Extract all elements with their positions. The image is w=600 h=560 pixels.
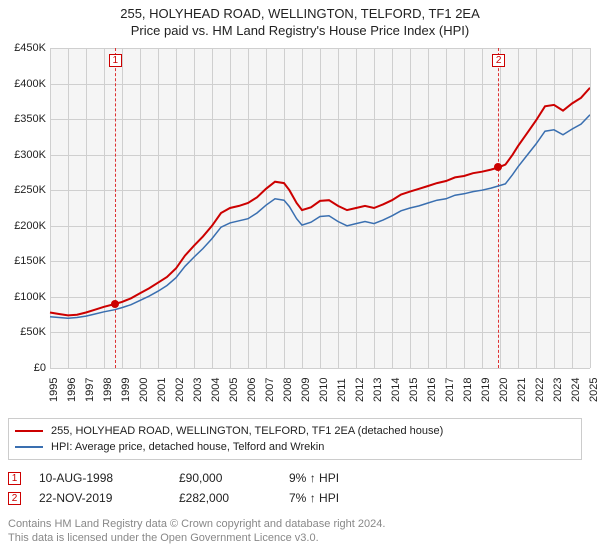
x-axis-tick: 1999 bbox=[120, 378, 132, 402]
sale-event-row: 2 22-NOV-2019£282,0007% HPI bbox=[8, 488, 568, 508]
x-axis-tick: 1997 bbox=[84, 378, 96, 402]
sale-event-price: £282,000 bbox=[179, 491, 289, 505]
footer-attribution: Contains HM Land Registry data © Crown c… bbox=[8, 518, 592, 546]
sale-event-row: 1 10-AUG-1998£90,0009% HPI bbox=[8, 468, 568, 488]
legend-label: HPI: Average price, detached house, Telf… bbox=[51, 441, 324, 453]
legend-swatch bbox=[15, 430, 43, 432]
footer-line-1: Contains HM Land Registry data © Crown c… bbox=[8, 518, 592, 532]
x-axis-tick: 2009 bbox=[300, 378, 312, 402]
x-axis-tick: 2002 bbox=[174, 378, 186, 402]
sale-event-price: £90,000 bbox=[179, 471, 289, 485]
sale-event-delta: 9% HPI bbox=[289, 471, 339, 485]
x-axis-tick: 2011 bbox=[336, 378, 348, 402]
sale-marker-1: 1 bbox=[109, 54, 122, 67]
chart-container: { "title": "255, HOLYHEAD ROAD, WELLINGT… bbox=[0, 0, 600, 552]
series-line bbox=[50, 115, 590, 318]
sale-event-date: 22-NOV-2019 bbox=[39, 491, 179, 505]
x-axis-tick: 2025 bbox=[588, 378, 600, 402]
sale-event-marker: 2 bbox=[8, 492, 21, 505]
sale-point-2 bbox=[494, 163, 502, 171]
x-axis-tick: 2020 bbox=[498, 378, 510, 402]
x-axis-tick: 2015 bbox=[408, 378, 420, 402]
x-axis-tick: 2000 bbox=[138, 378, 150, 402]
x-axis-tick: 2004 bbox=[210, 378, 222, 402]
x-axis-tick: 2010 bbox=[318, 378, 330, 402]
legend-swatch bbox=[15, 446, 43, 448]
x-axis-tick: 2008 bbox=[282, 378, 294, 402]
legend: 255, HOLYHEAD ROAD, WELLINGTON, TELFORD,… bbox=[8, 418, 582, 460]
x-axis-tick: 2024 bbox=[570, 378, 582, 402]
x-axis-tick: 2022 bbox=[534, 378, 546, 402]
sale-event-delta: 7% HPI bbox=[289, 491, 339, 505]
chart-title: 255, HOLYHEAD ROAD, WELLINGTON, TELFORD,… bbox=[8, 6, 592, 21]
x-axis-tick: 2018 bbox=[462, 378, 474, 402]
x-axis-tick: 2016 bbox=[426, 378, 438, 402]
x-axis-tick: 2006 bbox=[246, 378, 258, 402]
x-axis-tick: 2005 bbox=[228, 378, 240, 402]
chart-titles: 255, HOLYHEAD ROAD, WELLINGTON, TELFORD,… bbox=[8, 6, 592, 38]
sale-event-marker: 1 bbox=[8, 472, 21, 485]
x-axis-tick: 2007 bbox=[264, 378, 276, 402]
sale-marker-2: 2 bbox=[492, 54, 505, 67]
x-axis-tick: 2013 bbox=[372, 378, 384, 402]
x-axis-tick: 1995 bbox=[48, 378, 60, 402]
legend-label: 255, HOLYHEAD ROAD, WELLINGTON, TELFORD,… bbox=[51, 425, 443, 437]
x-axis-tick: 2001 bbox=[156, 378, 168, 402]
x-axis-tick: 2003 bbox=[192, 378, 204, 402]
x-axis-tick: 2023 bbox=[552, 378, 564, 402]
x-axis-tick: 2017 bbox=[444, 378, 456, 402]
legend-item: 255, HOLYHEAD ROAD, WELLINGTON, TELFORD,… bbox=[15, 423, 575, 439]
series-line bbox=[50, 88, 590, 316]
x-axis-tick: 1998 bbox=[102, 378, 114, 402]
sale-events-table: 1 10-AUG-1998£90,0009% HPI 2 22-NOV-2019£28… bbox=[8, 468, 568, 508]
sale-event-date: 10-AUG-1998 bbox=[39, 471, 179, 485]
x-axis-tick: 2019 bbox=[480, 378, 492, 402]
x-axis-tick: 2021 bbox=[516, 378, 528, 402]
price-chart: £0£50K£100K£150K£200K£250K£300K£350K£400… bbox=[8, 44, 592, 412]
chart-subtitle: Price paid vs. HM Land Registry's House … bbox=[8, 23, 592, 38]
legend-item: HPI: Average price, detached house, Telf… bbox=[15, 439, 575, 455]
x-axis-tick: 2014 bbox=[390, 378, 402, 402]
x-axis-tick: 2012 bbox=[354, 378, 366, 402]
footer-line-2: This data is licensed under the Open Gov… bbox=[8, 532, 592, 546]
x-axis-tick: 1996 bbox=[66, 378, 78, 402]
sale-point-1 bbox=[111, 300, 119, 308]
